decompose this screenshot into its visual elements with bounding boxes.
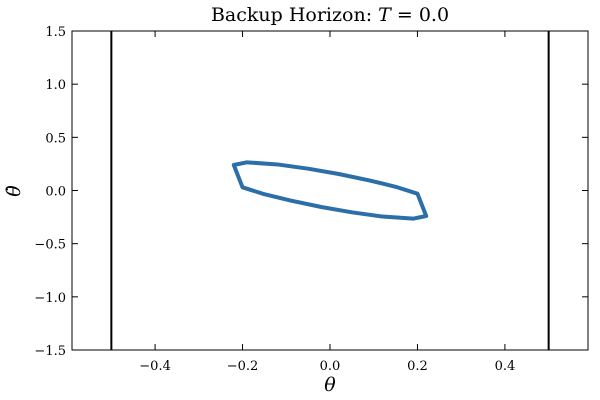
- chart-title-equation: = 0.0: [391, 4, 449, 26]
- y-tick-label: 1.0: [45, 78, 66, 93]
- y-tick-label: −1.5: [34, 344, 66, 359]
- y-tick-label: 0.0: [45, 185, 66, 200]
- x-axis-label: θ: [324, 374, 336, 396]
- chart-title: Backup Horizon: T = 0.0: [211, 4, 449, 26]
- x-tick-label: 0.0: [320, 359, 341, 374]
- plot-area: [71, 30, 589, 351]
- plot-frame: [71, 30, 589, 351]
- y-axis-label: θ̇: [3, 185, 25, 197]
- chart-title-prefix: Backup Horizon:: [211, 4, 378, 26]
- y-axis-ticks: −1.5 −1.0 −0.5 0.0 0.5 1.0 1.5: [34, 25, 588, 359]
- y-tick-label: 0.5: [45, 131, 66, 146]
- y-tick-label: −1.0: [34, 291, 66, 306]
- x-tick-label: −0.2: [227, 359, 259, 374]
- chart-title-variable: T: [378, 4, 392, 26]
- safe-set-ellipse-1: [231, 160, 429, 221]
- x-tick-label: −0.4: [139, 359, 171, 374]
- y-tick-label: 1.5: [45, 25, 66, 40]
- x-axis-ticks: −0.4 −0.2 0.0 0.2 0.4: [139, 31, 515, 374]
- y-tick-label: −0.5: [34, 238, 66, 253]
- x-tick-label: 0.2: [407, 359, 428, 374]
- x-tick-label: 0.4: [495, 359, 516, 374]
